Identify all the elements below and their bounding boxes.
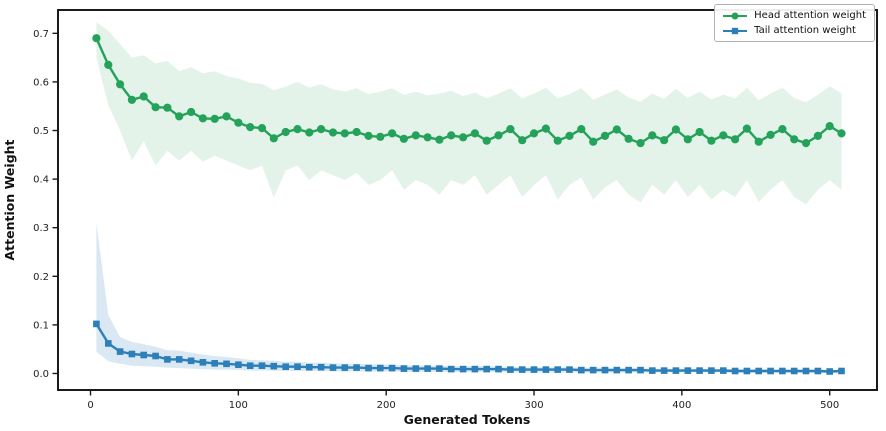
tail-series-markers (93, 320, 845, 375)
x-tick-label: 300 (524, 400, 543, 411)
y-tick-label: 0.7 (33, 29, 49, 40)
y-tick-label: 0.6 (33, 77, 49, 88)
x-tick-label: 500 (820, 400, 839, 411)
tail-series-line (95, 323, 842, 373)
x-ticks: 0 100 200 300 400 500 (87, 391, 839, 411)
x-tick-label: 100 (229, 400, 248, 411)
y-tick-label: 0.1 (33, 320, 49, 331)
legend-label-head: Head attention weight (754, 10, 866, 21)
x-axis-label: Generated Tokens (404, 412, 531, 427)
head-series-markers (92, 34, 846, 148)
legend-label-tail: Tail attention weight (754, 25, 856, 36)
y-ticks: 0.0 0.1 0.2 0.3 0.4 0.5 0.6 0.7 (33, 29, 57, 380)
y-tick-label: 0.3 (33, 223, 49, 234)
plot-frame (57, 9, 878, 391)
legend: Head attention weight Tail attention wei… (714, 4, 875, 42)
y-tick-label: 0.5 (33, 126, 49, 137)
head-series-line (95, 37, 843, 145)
tail-series-swatch-icon (723, 27, 748, 34)
head-series-band (96, 22, 842, 205)
head-series-swatch-icon (723, 12, 748, 19)
x-tick-label: 400 (672, 400, 691, 411)
tail-series-band (96, 222, 842, 373)
legend-item-head: Head attention weight (722, 9, 866, 22)
y-axis-label: Attention Weight (2, 139, 17, 260)
x-tick-label: 0 (87, 400, 93, 411)
x-tick-label: 200 (377, 400, 396, 411)
legend-item-tail: Tail attention weight (722, 24, 866, 37)
y-tick-label: 0.0 (33, 369, 49, 380)
series-layer (92, 22, 846, 375)
y-tick-label: 0.2 (33, 272, 49, 283)
y-tick-label: 0.4 (33, 175, 49, 186)
